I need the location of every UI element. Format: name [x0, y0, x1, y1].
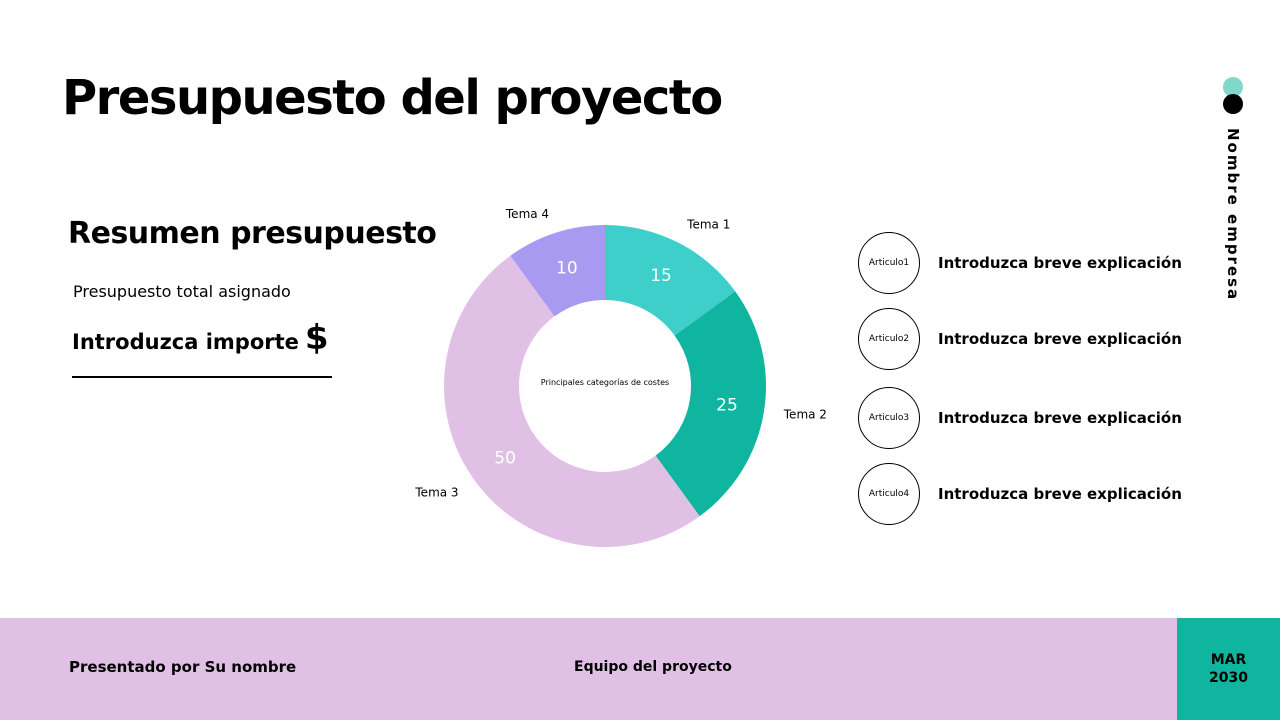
- item-row-2: Articulo2 Introduzca breve explicación: [858, 307, 1182, 371]
- item-circle: Articulo3: [858, 387, 920, 449]
- brand-dot-icon: [1223, 77, 1243, 97]
- brand-dot-icon: [1223, 94, 1243, 114]
- item-circle: Articulo1: [858, 232, 920, 294]
- slice-category-label: Tema 2: [783, 407, 827, 421]
- chart-slice: [655, 291, 766, 517]
- dollar-icon: $: [304, 318, 329, 358]
- amount-underline: [72, 376, 332, 378]
- slice-value-label: 15: [650, 266, 672, 286]
- date-year: 2030: [1209, 670, 1248, 686]
- item-row-1: Articulo1 Introduzca breve explicación: [858, 231, 1182, 295]
- slice-category-label: Tema 1: [686, 218, 730, 232]
- team-label: Equipo del proyecto: [574, 659, 732, 675]
- chart-slice: [605, 225, 736, 336]
- item-circle: Articulo2: [858, 308, 920, 370]
- presenter-name: Presentado por Su nombre: [69, 658, 297, 676]
- slice-value-label: 10: [556, 259, 578, 279]
- company-name: Nombre empresa: [1224, 128, 1242, 302]
- slice-value-label: 25: [716, 395, 738, 415]
- slice-category-label: Tema 3: [414, 485, 458, 499]
- chart-center-label: Principales categorías de costes: [540, 378, 670, 387]
- brand-dots: [1222, 77, 1244, 115]
- chart-slice: [510, 225, 605, 317]
- page-title: Presupuesto del proyecto: [62, 70, 723, 126]
- amount-text: Introduzca importe: [72, 330, 299, 354]
- slice-category-label: Tema 4: [505, 207, 549, 221]
- item-row-3: Articulo3 Introduzca breve explicación: [858, 386, 1182, 450]
- item-circle: Articulo4: [858, 463, 920, 525]
- amount-field: Introduzca importe $: [72, 318, 329, 358]
- item-row-4: Articulo4 Introduzca breve explicación: [858, 462, 1182, 526]
- slice-value-label: 50: [494, 449, 516, 469]
- summary-heading: Resumen presupuesto: [68, 216, 437, 251]
- footer: Presentado por Su nombre Equipo del proy…: [0, 618, 1177, 720]
- item-description: Introduzca breve explicación: [938, 409, 1182, 427]
- date-month: MAR: [1210, 651, 1247, 668]
- date-badge: MAR 2030: [1177, 618, 1280, 720]
- item-description: Introduzca breve explicación: [938, 485, 1182, 503]
- item-description: Introduzca breve explicación: [938, 330, 1182, 348]
- budget-label: Presupuesto total asignado: [73, 282, 291, 301]
- donut-chart: 15 25 50 10 Tema 1 Tema 2 Tema 3 Tema 4 Princi…: [414, 207, 827, 547]
- chart-slice: [444, 255, 700, 547]
- item-description: Introduzca breve explicación: [938, 254, 1182, 272]
